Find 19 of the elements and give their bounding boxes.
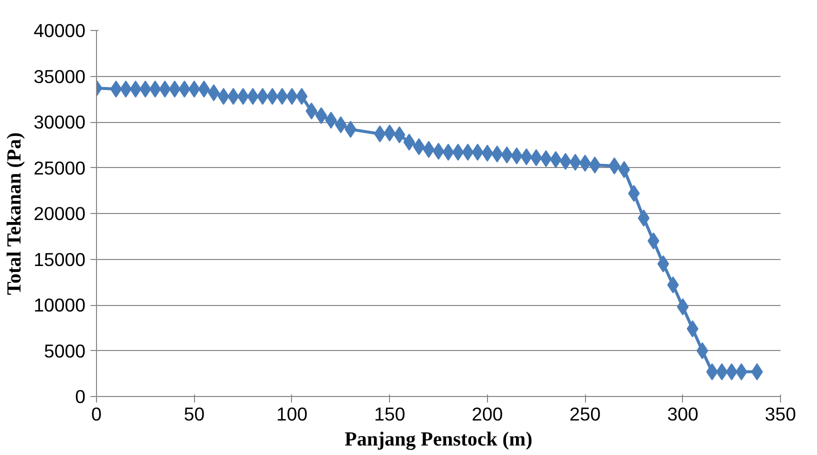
x-tick-label: 250 bbox=[570, 404, 601, 424]
y-tick-label: 20000 bbox=[34, 203, 86, 224]
y-tick-label: 35000 bbox=[34, 66, 86, 87]
y-tick-label: 15000 bbox=[34, 248, 86, 270]
x-tick-label: 50 bbox=[184, 404, 205, 424]
y-tick-label: 10000 bbox=[34, 294, 86, 316]
y-tick-label: 5000 bbox=[44, 340, 86, 362]
y-tick-label: 40000 bbox=[34, 20, 86, 41]
x-tick-label: 300 bbox=[667, 404, 698, 424]
y-tick-label: 30000 bbox=[34, 112, 86, 132]
y-tick-label: 25000 bbox=[34, 157, 86, 178]
x-axis-title: Panjang Penstock (m) bbox=[344, 428, 532, 450]
x-tick-label: 150 bbox=[374, 404, 406, 424]
y-axis-title: Total Tekanan (Pa) bbox=[4, 132, 26, 296]
x-tick-label: 0 bbox=[91, 404, 102, 424]
x-tick-label: 100 bbox=[276, 404, 308, 424]
y-tick-label: 0 bbox=[75, 386, 86, 407]
x-tick-label: 350 bbox=[764, 404, 796, 424]
x-tick-label: 200 bbox=[472, 404, 503, 424]
